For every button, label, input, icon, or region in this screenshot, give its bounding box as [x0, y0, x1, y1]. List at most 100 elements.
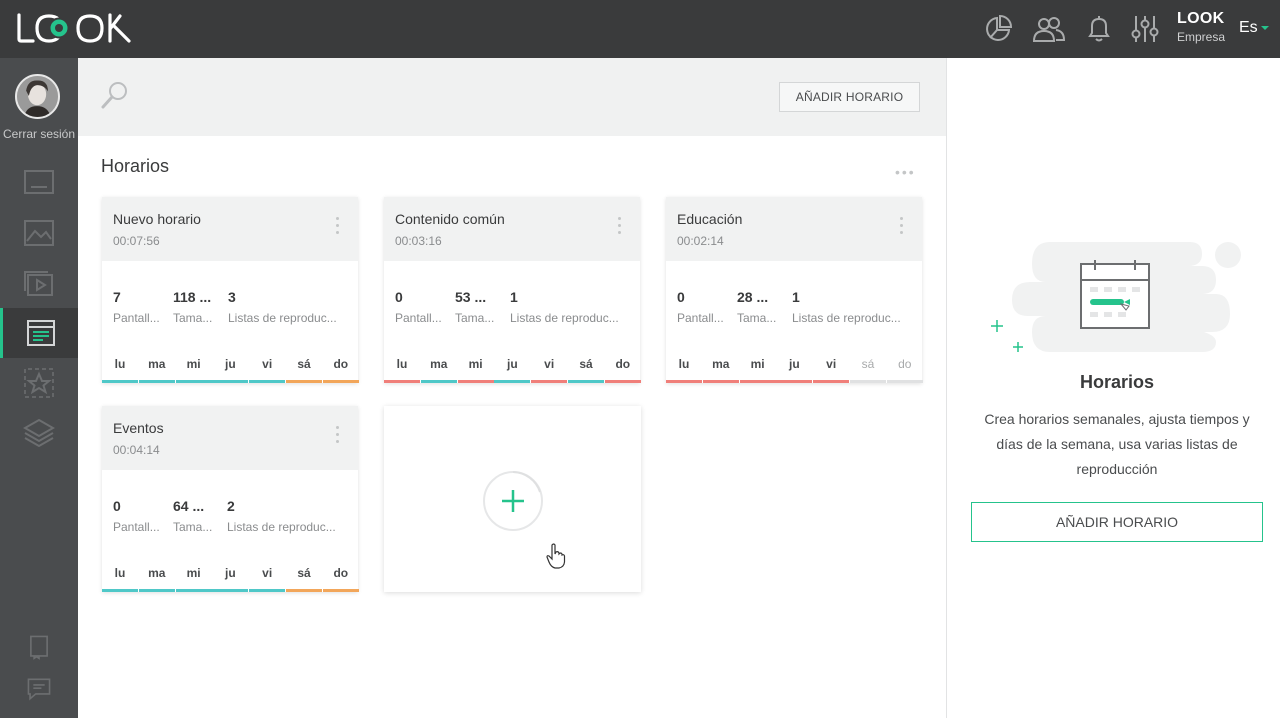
- card-duration: 00:02:14: [677, 234, 724, 248]
- weekday-status-bar: [322, 380, 359, 383]
- kebab-menu-icon[interactable]: [900, 217, 904, 238]
- more-options-icon[interactable]: •••: [895, 164, 916, 180]
- weekday-label: ju: [789, 357, 800, 371]
- kebab-menu-icon[interactable]: [336, 426, 340, 447]
- weekday-ju[interactable]: ju: [494, 349, 531, 383]
- stat-value: 2: [227, 498, 235, 514]
- card-header: Nuevo horario 00:07:56: [102, 197, 358, 261]
- settings-sliders-icon[interactable]: [1130, 14, 1160, 44]
- weekday-status-bar: [384, 380, 420, 383]
- weekday-vi[interactable]: vi: [249, 349, 286, 383]
- add-schedule-card[interactable]: [384, 406, 641, 592]
- stats-icon[interactable]: [983, 14, 1013, 44]
- weekday-status-bar: [322, 589, 359, 592]
- sidebar-item-chat[interactable]: [0, 666, 78, 712]
- star-icon: [24, 368, 54, 398]
- video-icon: [24, 271, 53, 296]
- sidebar-item-images[interactable]: [0, 208, 78, 258]
- weekday-lu[interactable]: lu: [384, 349, 420, 383]
- weekday-mi[interactable]: mi: [457, 349, 494, 383]
- schedule-card[interactable]: Eventos 00:04:14 0 Pantall... 64 ... Tama... 2…: [102, 406, 359, 592]
- weekday-label: ma: [148, 357, 166, 371]
- sidebar-item-favorites[interactable]: [0, 358, 78, 408]
- weekday-label: do: [615, 357, 631, 371]
- weekday-vi[interactable]: vi: [249, 558, 286, 592]
- weekday-lu[interactable]: lu: [102, 349, 138, 383]
- card-title: Nuevo horario: [113, 211, 201, 227]
- weekday-status-bar: [850, 380, 886, 383]
- weekday-label: vi: [262, 357, 273, 371]
- weekday-status-bar: [175, 380, 212, 383]
- stat-value: 53 ...: [455, 289, 487, 305]
- add-schedule-button[interactable]: AÑADIR HORARIO: [779, 82, 920, 112]
- chevron-down-icon: [1260, 25, 1269, 30]
- weekday-status-bar: [420, 380, 457, 383]
- weekday-ma[interactable]: ma: [702, 349, 739, 383]
- weekday-mi[interactable]: mi: [175, 558, 212, 592]
- weekday-sá[interactable]: sá: [286, 349, 322, 383]
- weekday-ma[interactable]: ma: [138, 349, 175, 383]
- stat-label: Tama...: [455, 311, 495, 325]
- weekday-status-bar: [286, 589, 322, 592]
- look-logo[interactable]: [16, 12, 136, 44]
- kebab-menu-icon[interactable]: [336, 217, 340, 238]
- weekday-label: lu: [114, 357, 126, 371]
- weekday-ju[interactable]: ju: [776, 349, 813, 383]
- weekday-label: do: [898, 357, 912, 371]
- logout-link[interactable]: Cerrar sesión: [2, 127, 76, 141]
- stat-value: 0: [395, 289, 403, 305]
- weekday-label: sá: [579, 357, 593, 371]
- weekday-ma[interactable]: ma: [420, 349, 457, 383]
- kebab-menu-icon[interactable]: [618, 217, 622, 238]
- schedule-card[interactable]: Contenido común 00:03:16 0 Pantall... 53 ...…: [384, 197, 641, 383]
- weekday-ju[interactable]: ju: [212, 558, 249, 592]
- bell-icon[interactable]: [1084, 14, 1114, 44]
- weekday-do[interactable]: do: [604, 349, 641, 383]
- language-selector[interactable]: Es: [1239, 19, 1269, 37]
- panel-divider: [946, 58, 947, 718]
- weekday-vi[interactable]: vi: [813, 349, 850, 383]
- weekday-do[interactable]: do: [322, 558, 359, 592]
- weekday-mi[interactable]: mi: [739, 349, 776, 383]
- panel-add-schedule-button[interactable]: AÑADIR HORARIO: [971, 502, 1263, 542]
- weekday-lu[interactable]: lu: [102, 558, 138, 592]
- card-stat: 7 Pantall...: [113, 289, 160, 325]
- weekday-lu[interactable]: lu: [666, 349, 702, 383]
- weekday-mi[interactable]: mi: [175, 349, 212, 383]
- weekday-do[interactable]: do: [322, 349, 359, 383]
- weekday-sá[interactable]: sá: [850, 349, 886, 383]
- account-menu[interactable]: LOOK Empresa: [1177, 10, 1225, 44]
- weekday-strip: lu ma mi ju vi sá do: [666, 349, 923, 383]
- weekday-ju[interactable]: ju: [212, 349, 249, 383]
- sidebar-item-screens[interactable]: [0, 158, 78, 208]
- weekday-do[interactable]: do: [886, 349, 923, 383]
- schedule-card[interactable]: Nuevo horario 00:07:56 7 Pantall... 118 ... T…: [102, 197, 359, 383]
- toolbar: AÑADIR HORARIO: [78, 58, 946, 136]
- card-duration: 00:07:56: [113, 234, 160, 248]
- sidebar-item-schedules[interactable]: [0, 308, 78, 358]
- weekday-label: lu: [678, 357, 690, 371]
- stat-label: Listas de reproduc...: [510, 311, 619, 325]
- weekday-ma[interactable]: ma: [138, 558, 175, 592]
- stat-label: Pantall...: [395, 311, 442, 325]
- card-stat: 28 ... Tama...: [737, 289, 776, 325]
- avatar[interactable]: [15, 74, 60, 119]
- stat-label: Pantall...: [677, 311, 724, 325]
- weekday-status-bar: [138, 380, 175, 383]
- weekday-status-bar: [138, 589, 175, 592]
- schedule-card[interactable]: Educación 00:02:14 0 Pantall... 28 ... Tama..…: [666, 197, 923, 383]
- sidebar-item-videos[interactable]: [0, 258, 78, 308]
- weekday-label: mi: [186, 566, 201, 580]
- weekday-sá[interactable]: sá: [568, 349, 604, 383]
- sidebar-item-help[interactable]: [0, 624, 78, 670]
- card-title: Eventos: [113, 420, 164, 436]
- card-stat: 3 Listas de reproduc...: [228, 289, 337, 325]
- card-stat: 2 Listas de reproduc...: [227, 498, 336, 534]
- search-icon[interactable]: [100, 80, 130, 110]
- screen-icon: [24, 170, 54, 194]
- weekday-vi[interactable]: vi: [531, 349, 568, 383]
- weekday-status-bar: [102, 380, 138, 383]
- sidebar-item-layers[interactable]: [0, 408, 78, 458]
- weekday-sá[interactable]: sá: [286, 558, 322, 592]
- users-icon[interactable]: [1032, 14, 1066, 44]
